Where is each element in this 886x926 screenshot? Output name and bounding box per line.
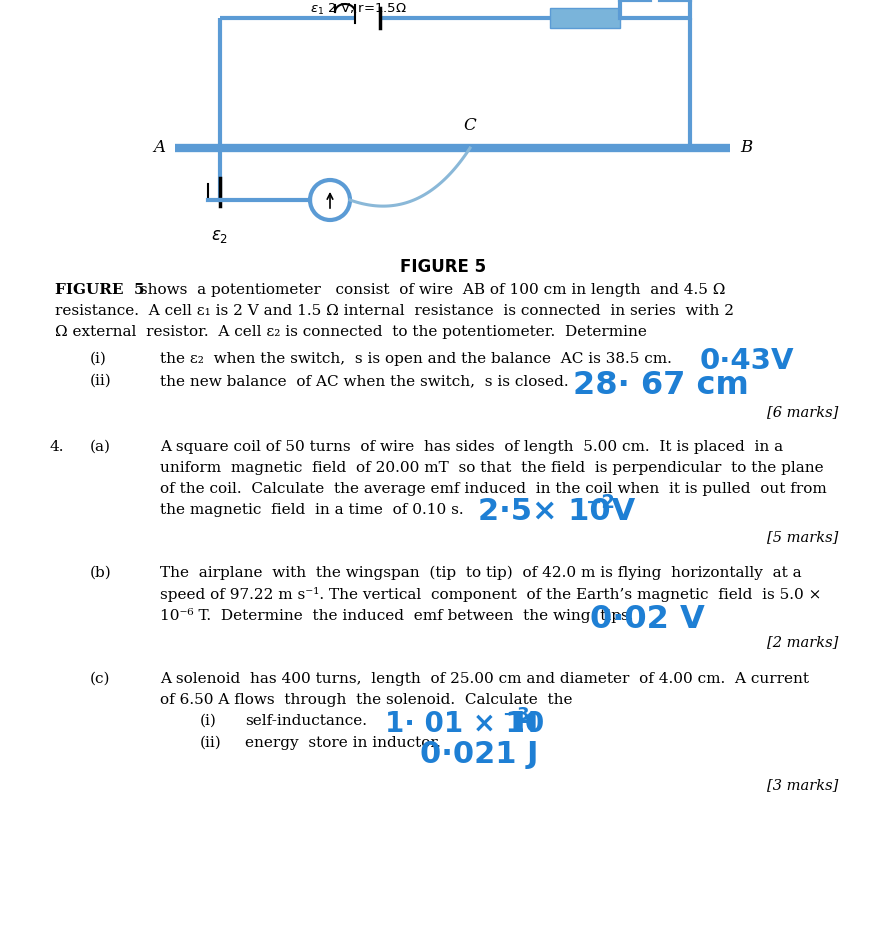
Text: (i): (i): [90, 352, 107, 366]
Text: [6 marks]: [6 marks]: [766, 405, 838, 419]
Text: [3 marks]: [3 marks]: [766, 778, 838, 792]
Text: [5 marks]: [5 marks]: [766, 530, 838, 544]
Text: of the coil.  Calculate  the average emf induced  in the coil when  it is pulled: of the coil. Calculate the average emf i…: [160, 482, 827, 496]
Text: resistance.  A cell ε₁ is 2 V and 1.5 Ω internal  resistance  is connected  in s: resistance. A cell ε₁ is 2 V and 1.5 Ω i…: [55, 304, 734, 318]
Text: (a): (a): [90, 440, 111, 454]
Text: self-inductance.: self-inductance.: [245, 714, 367, 728]
Text: (b): (b): [90, 566, 112, 580]
Text: (ii): (ii): [200, 736, 222, 750]
Text: 0·02 V: 0·02 V: [590, 604, 704, 635]
Text: A: A: [153, 140, 165, 156]
Text: A solenoid  has 400 turns,  length  of 25.00 cm and diameter  of 4.00 cm.  A cur: A solenoid has 400 turns, length of 25.0…: [160, 672, 809, 686]
Text: 4.: 4.: [50, 440, 65, 454]
Text: −2: −2: [586, 493, 616, 512]
Text: C: C: [463, 117, 477, 134]
Text: H: H: [515, 710, 538, 738]
Text: of 6.50 A flows  through  the solenoid.  Calculate  the: of 6.50 A flows through the solenoid. Ca…: [160, 693, 572, 707]
Text: energy  store in inductor.: energy store in inductor.: [245, 736, 441, 750]
Text: 2·5× 10: 2·5× 10: [478, 497, 610, 526]
Text: A square coil of 50 turns  of wire  has sides  of length  5.00 cm.  It is placed: A square coil of 50 turns of wire has si…: [160, 440, 783, 454]
Text: V: V: [601, 497, 635, 526]
Text: $\varepsilon_2$: $\varepsilon_2$: [212, 228, 229, 245]
Text: $\varepsilon_1$ 2 V, r=1.5Ω: $\varepsilon_1$ 2 V, r=1.5Ω: [310, 2, 407, 17]
Text: B: B: [740, 140, 752, 156]
Text: uniform  magnetic  field  of 20.00 mT  so that  the field  is perpendicular  to : uniform magnetic field of 20.00 mT so th…: [160, 461, 824, 475]
Text: the ε₂  when the switch,  s is open and the balance  AC is 38.5 cm.: the ε₂ when the switch, s is open and th…: [160, 352, 672, 366]
Text: FIGURE  5: FIGURE 5: [55, 283, 144, 297]
Text: (ii): (ii): [90, 374, 112, 388]
Text: speed of 97.22 m s⁻¹. The vertical  component  of the Earth’s magnetic  field  i: speed of 97.22 m s⁻¹. The vertical compo…: [160, 587, 821, 602]
Text: [2 marks]: [2 marks]: [766, 635, 838, 649]
FancyBboxPatch shape: [550, 8, 620, 28]
Text: 28· 67 cm: 28· 67 cm: [573, 370, 749, 401]
Text: 10⁻⁶ T.  Determine  the induced  emf between  the wing  tips.: 10⁻⁶ T. Determine the induced emf betwee…: [160, 608, 633, 623]
Text: Ω external  resistor.  A cell ε₂ is connected  to the potentiometer.  Determine: Ω external resistor. A cell ε₂ is connec…: [55, 325, 647, 339]
Text: 0·43V: 0·43V: [700, 347, 795, 375]
Text: the magnetic  field  in a time  of 0.10 s.: the magnetic field in a time of 0.10 s.: [160, 503, 463, 517]
Text: (c): (c): [90, 672, 111, 686]
Text: −3: −3: [502, 706, 530, 724]
Text: shows  a potentiometer   consist  of wire  AB of 100 cm in length  and 4.5 Ω: shows a potentiometer consist of wire AB…: [135, 283, 726, 297]
Text: 0·021 J: 0·021 J: [420, 740, 539, 769]
Text: 1· 01 × 10: 1· 01 × 10: [385, 710, 544, 738]
Text: (i): (i): [200, 714, 217, 728]
Text: the new balance  of AC when the switch,  s is closed.: the new balance of AC when the switch, s…: [160, 374, 569, 388]
Text: The  airplane  with  the wingspan  (tip  to tip)  of 42.0 m is flying  horizonta: The airplane with the wingspan (tip to t…: [160, 566, 802, 581]
Text: FIGURE 5: FIGURE 5: [400, 258, 486, 276]
